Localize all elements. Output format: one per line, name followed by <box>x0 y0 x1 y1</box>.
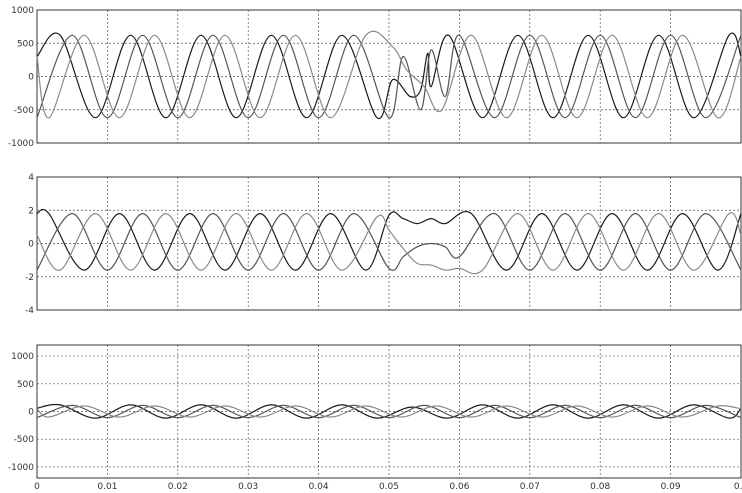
series-line-1 <box>36 32 742 119</box>
y-tick-label: 500 <box>17 380 34 390</box>
chart-panel-1: -1000 -500 0 500 1000 <box>8 6 742 149</box>
x-tick-label: 0.01 <box>97 482 117 492</box>
y-tick-label: -2 <box>25 273 34 283</box>
y-tick-label: 1000 <box>11 352 34 362</box>
y-tick-label: 0 <box>28 408 34 418</box>
series-line-2 <box>36 212 742 271</box>
x-tick-label: 0 <box>34 482 40 492</box>
y-tick-label: 0 <box>28 73 34 83</box>
y-tick-label: -1000 <box>8 463 34 473</box>
y-tick-label: -4 <box>25 306 34 316</box>
y-tick-label: -500 <box>14 106 35 116</box>
y-tick-label: -1000 <box>8 139 34 149</box>
series-line-1 <box>36 208 742 271</box>
x-tick-label: 0.02 <box>168 482 188 492</box>
x-tick-label: 0.09 <box>661 482 681 492</box>
series-line-3 <box>36 405 742 418</box>
series-line-1 <box>36 403 742 419</box>
x-tick-label: 0.04 <box>309 482 329 492</box>
series-line-2 <box>36 404 742 419</box>
x-tick-label: 0.1 <box>734 482 742 492</box>
chart-panel-3: -1000 -500 0 500 1000 0 0.01 0.02 0.03 0.04 0.05 0.… <box>8 344 742 492</box>
x-tick-label: 0.07 <box>520 482 540 492</box>
x-tick-label: 0.08 <box>590 482 610 492</box>
series-line-3 <box>36 30 742 119</box>
x-tick-label: 0.05 <box>379 482 399 492</box>
y-tick-label: 2 <box>28 206 34 216</box>
y-tick-label: 500 <box>17 39 34 49</box>
x-tick-label: 0.06 <box>449 482 469 492</box>
series-line-2 <box>36 34 742 119</box>
y-tick-label: 1000 <box>11 6 34 16</box>
x-tick-label: 0.03 <box>238 482 258 492</box>
y-tick-label: 0 <box>28 240 34 250</box>
y-tick-label: 4 <box>28 173 34 183</box>
y-tick-label: -500 <box>14 435 35 445</box>
chart-panel-2: -4 -2 0 2 4 <box>25 173 742 316</box>
series-line-3 <box>36 212 742 275</box>
